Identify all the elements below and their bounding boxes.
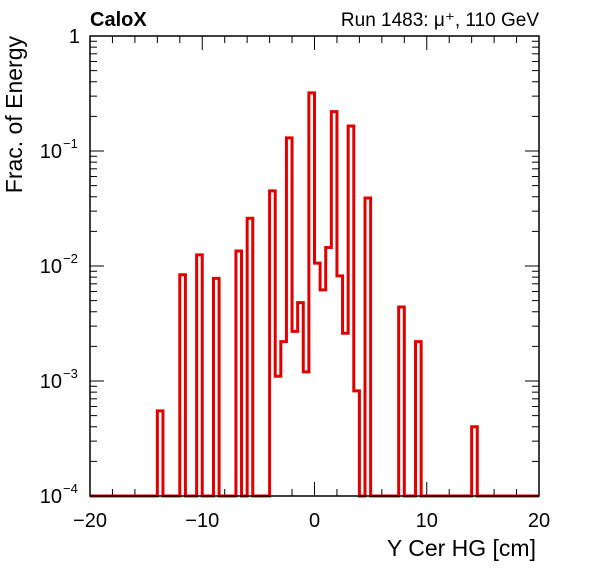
- x-tick-label: −10: [185, 510, 219, 532]
- histogram-bin: [416, 342, 422, 496]
- histogram-bin: [337, 276, 343, 496]
- histogram-bin: [281, 342, 287, 496]
- histogram-bin: [343, 333, 349, 496]
- y-tick-label-exponent: −2: [63, 251, 78, 266]
- histogram-bin: [315, 263, 321, 496]
- chart-title-right: Run 1483: μ⁺, 110 GeV: [341, 10, 539, 31]
- y-axis-label: Frac. of Energy: [1, 36, 27, 194]
- histogram-bin: [354, 391, 360, 496]
- histogram-bin: [286, 138, 292, 496]
- histogram-bin: [247, 218, 253, 496]
- x-axis-label: Y Cer HG [cm]: [387, 535, 536, 561]
- chart-title-left: CaloX: [90, 9, 147, 31]
- histogram-bin: [309, 93, 315, 496]
- y-tick-label: 10: [40, 141, 62, 163]
- x-tick-label: 20: [528, 510, 550, 532]
- histogram-bin: [326, 247, 332, 496]
- histogram-bin: [320, 290, 326, 496]
- x-tick-label: 0: [309, 510, 320, 532]
- histogram-bin: [292, 331, 298, 496]
- histogram-bin: [275, 376, 281, 496]
- histogram-bin: [303, 372, 309, 496]
- plot-frame: [89, 35, 540, 497]
- histogram-bin: [298, 303, 304, 496]
- histogram-bin: [399, 307, 405, 496]
- y-tick-label-exponent: −1: [63, 136, 78, 151]
- histogram-bin: [236, 251, 242, 496]
- histogram-bin: [472, 427, 478, 496]
- histogram-bin: [331, 112, 337, 496]
- histogram-bin: [213, 278, 219, 496]
- histogram-bin: [197, 255, 203, 496]
- y-tick-label: 1: [69, 26, 80, 48]
- x-tick-label: −20: [73, 510, 107, 532]
- histogram-bin: [157, 411, 163, 496]
- y-tick-label-exponent: −4: [63, 481, 78, 496]
- histogram-bin: [180, 275, 186, 496]
- histogram-bin: [348, 126, 354, 496]
- histogram-bin: [365, 198, 371, 496]
- histogram-bin: [270, 191, 276, 496]
- x-tick-label: 10: [416, 510, 438, 532]
- y-tick-label: 10: [40, 371, 62, 393]
- y-tick-label: 10: [40, 486, 62, 508]
- y-tick-label-exponent: −3: [63, 366, 78, 381]
- y-tick-label: 10: [40, 256, 62, 278]
